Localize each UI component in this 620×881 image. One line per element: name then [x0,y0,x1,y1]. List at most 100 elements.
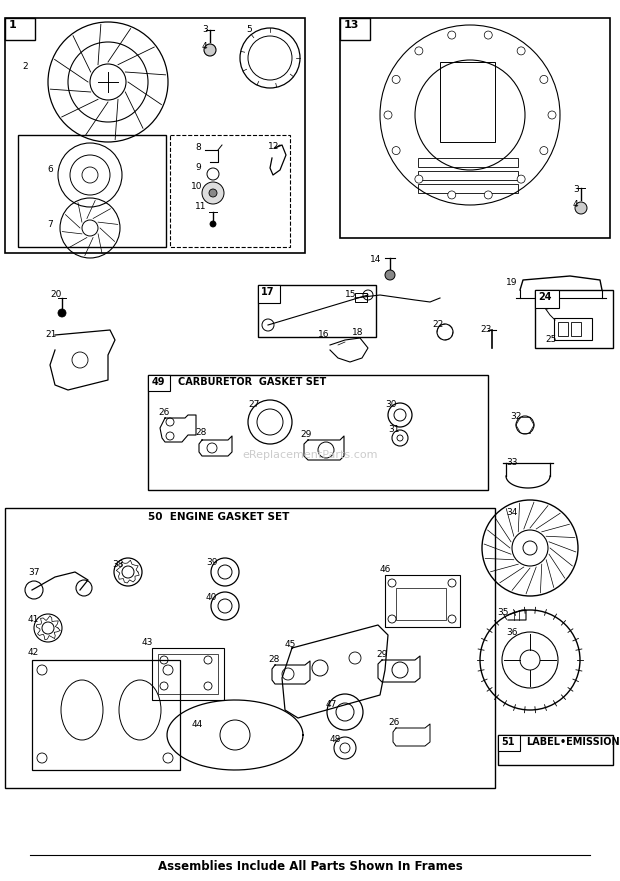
Text: 49: 49 [152,377,166,387]
Bar [571,322,581,336]
Bar [558,322,568,336]
Text: 30: 30 [385,400,397,409]
Text: 50  ENGINE GASKET SET: 50 ENGINE GASKET SET [148,512,290,522]
Text: 8: 8 [195,143,201,152]
Bar [440,62,495,142]
Text: CARBURETOR  GASKET SET: CARBURETOR GASKET SET [178,377,326,387]
Text: 1: 1 [9,20,17,30]
Bar [5,18,305,253]
Text: 7: 7 [47,220,53,229]
Bar [258,285,376,337]
Text: 48: 48 [330,735,342,744]
Bar [418,184,518,193]
Bar [170,135,290,247]
Text: 12: 12 [268,142,280,151]
Bar [148,375,170,391]
Bar [18,135,166,247]
Circle shape [448,31,456,39]
Circle shape [210,221,216,227]
Circle shape [204,44,216,56]
Text: 36: 36 [506,628,518,637]
Bar [385,575,460,627]
Bar [498,735,613,765]
Bar [418,171,518,180]
Text: 45: 45 [285,640,296,649]
Text: 34: 34 [506,508,517,517]
Circle shape [209,189,217,197]
Text: 44: 44 [192,720,203,729]
Bar [554,318,592,340]
Text: 41: 41 [28,615,40,624]
Circle shape [58,309,66,317]
Circle shape [415,47,423,55]
Circle shape [202,182,224,204]
Text: 26: 26 [388,718,399,727]
Bar [32,660,180,770]
Circle shape [484,191,492,199]
Text: 13: 13 [344,20,360,30]
Bar [258,285,280,303]
Text: 23: 23 [480,325,492,334]
Text: 21: 21 [45,330,56,339]
Bar [340,18,370,40]
Text: 15: 15 [345,290,356,299]
Circle shape [392,76,400,84]
Text: 17: 17 [261,287,275,297]
Circle shape [484,31,492,39]
Bar [148,375,488,490]
Text: 32: 32 [510,412,521,421]
Text: 46: 46 [380,565,391,574]
Circle shape [392,146,400,154]
Circle shape [540,76,548,84]
Text: 3: 3 [202,25,208,34]
Text: 39: 39 [206,558,218,567]
Text: eReplacementParts.com: eReplacementParts.com [242,450,378,460]
Text: 33: 33 [506,458,518,467]
Circle shape [544,303,550,309]
Text: 25: 25 [545,335,556,344]
Circle shape [448,191,456,199]
Text: 26: 26 [158,408,169,417]
Circle shape [540,146,548,154]
Text: Assemblies Include All Parts Shown In Frames: Assemblies Include All Parts Shown In Fr… [157,860,463,873]
Text: 11: 11 [195,202,206,211]
Bar [340,18,610,238]
Text: 18: 18 [352,328,363,337]
Text: 24: 24 [538,292,552,302]
Bar [355,293,367,302]
Text: 10: 10 [191,182,203,191]
Bar [396,588,446,620]
Text: 31: 31 [388,425,399,434]
Text: 20: 20 [50,290,61,299]
Text: 9: 9 [195,163,201,172]
Circle shape [517,175,525,183]
Text: 28: 28 [268,655,280,664]
Text: 4: 4 [202,42,208,51]
Bar [5,508,495,788]
Text: 29: 29 [300,430,311,439]
Circle shape [517,47,525,55]
Text: LABEL•EMISSIONS: LABEL•EMISSIONS [526,737,620,747]
Text: 40: 40 [206,593,218,602]
Bar [5,18,35,40]
Text: 42: 42 [28,648,39,657]
Bar [418,158,518,167]
Text: 51: 51 [501,737,515,747]
Bar [535,290,559,308]
Circle shape [385,270,395,280]
Text: 43: 43 [142,638,153,647]
Text: 38: 38 [112,560,123,569]
Circle shape [384,111,392,119]
Circle shape [415,175,423,183]
Text: 27: 27 [248,400,259,409]
Circle shape [548,111,556,119]
Text: 37: 37 [28,568,40,577]
Text: 4: 4 [573,200,578,209]
Text: 22: 22 [432,320,443,329]
Text: 19: 19 [506,278,518,287]
Text: 5: 5 [246,25,252,34]
Text: 28: 28 [195,428,206,437]
Text: 2: 2 [22,62,28,71]
Text: 35: 35 [497,608,508,617]
Bar [152,648,224,700]
